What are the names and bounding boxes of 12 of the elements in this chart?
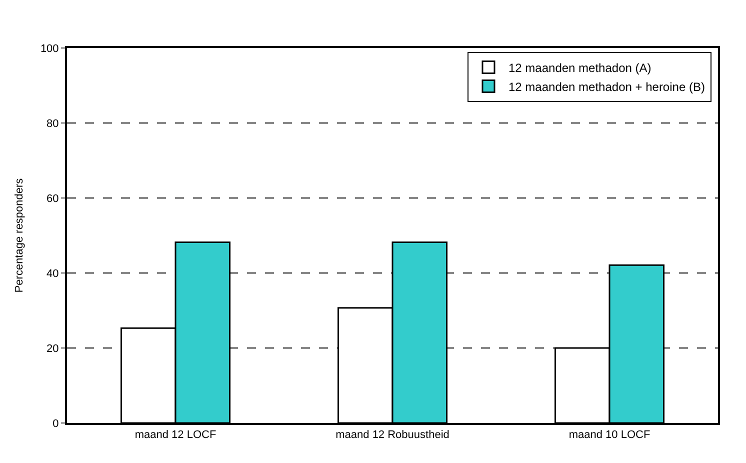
y-tick-label: 60: [46, 192, 59, 205]
x-tick-label: maand 10 LOCF: [568, 429, 650, 442]
legend-label: 12 maanden methadon (A): [508, 60, 652, 75]
x-tick-label: maand 12 Robuustheid: [336, 429, 450, 442]
y-tick-label: 100: [40, 42, 59, 55]
y-tick-label: 40: [46, 268, 59, 280]
x-tick-label: maand 12 LOCF: [134, 429, 216, 442]
y-tick-label: 80: [46, 118, 59, 130]
y-tick-label: 0: [52, 418, 59, 430]
y-tick-label: 20: [46, 342, 59, 355]
legend-label: 12 maanden methadon + heroine (B): [508, 80, 705, 94]
y-axis-title: Percentage responders: [14, 178, 26, 293]
